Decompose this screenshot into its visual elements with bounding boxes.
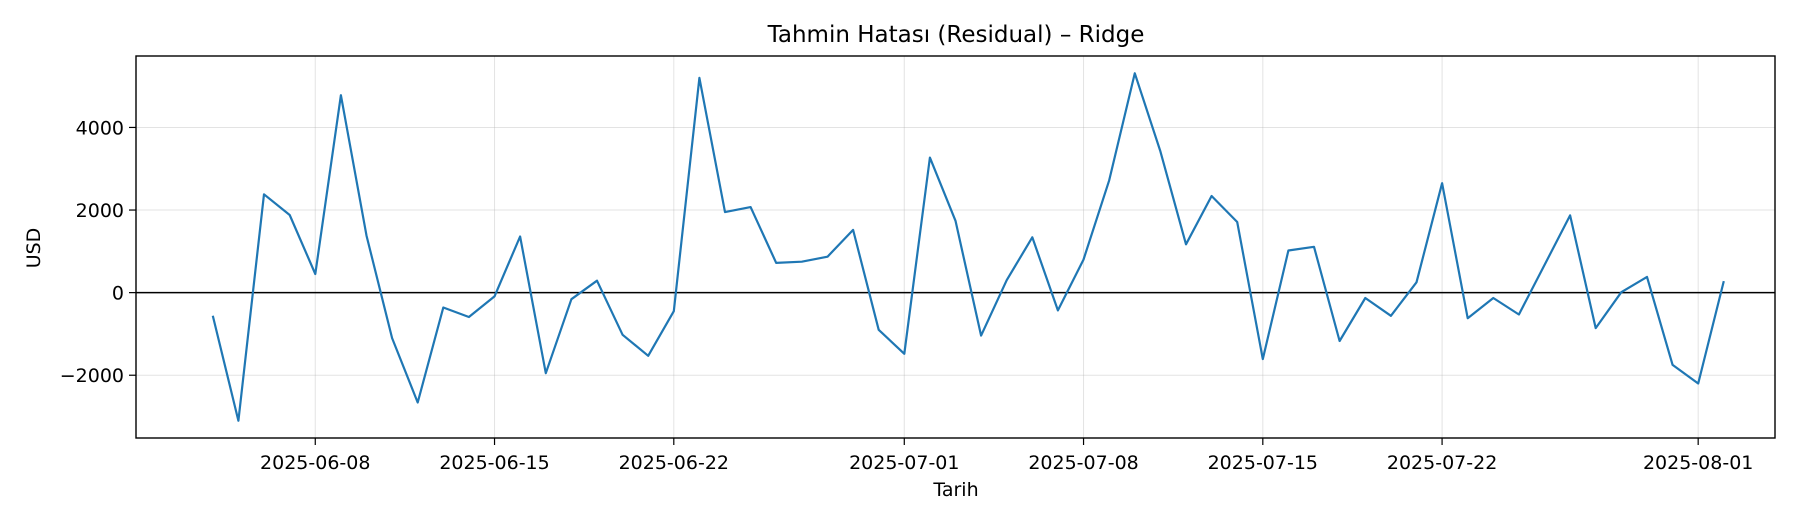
y-tick-label: 4000 bbox=[76, 117, 124, 139]
x-tick-label: 2025-07-22 bbox=[1387, 452, 1497, 474]
x-axis-ticks: 2025-06-08 2025-06-15 2025-06-22 2025-07-01… bbox=[260, 438, 1753, 474]
gridlines bbox=[136, 56, 1775, 438]
y-tick-label: −2000 bbox=[60, 365, 124, 387]
x-tick-label: 2025-06-22 bbox=[619, 452, 729, 474]
residual-series-line bbox=[211, 72, 1725, 422]
x-tick-label: 2025-06-08 bbox=[260, 452, 370, 474]
y-axis-label: USD bbox=[23, 228, 45, 269]
chart-title: Tahmin Hatası (Residual) – Ridge bbox=[767, 22, 1145, 48]
y-axis-ticks: −2000 0 2000 4000 bbox=[60, 117, 136, 387]
x-tick-label: 2025-06-15 bbox=[439, 452, 549, 474]
x-axis-label: Tarih bbox=[932, 479, 978, 501]
x-tick-label: 2025-07-01 bbox=[849, 452, 959, 474]
y-tick-label: 2000 bbox=[76, 200, 124, 222]
x-tick-label: 2025-07-08 bbox=[1028, 452, 1138, 474]
series-group bbox=[211, 72, 1725, 422]
x-tick-label: 2025-07-15 bbox=[1208, 452, 1318, 474]
x-tick-label: 2025-08-01 bbox=[1643, 452, 1753, 474]
plot-frame bbox=[135, 55, 1776, 439]
y-tick-label: 0 bbox=[112, 283, 124, 305]
